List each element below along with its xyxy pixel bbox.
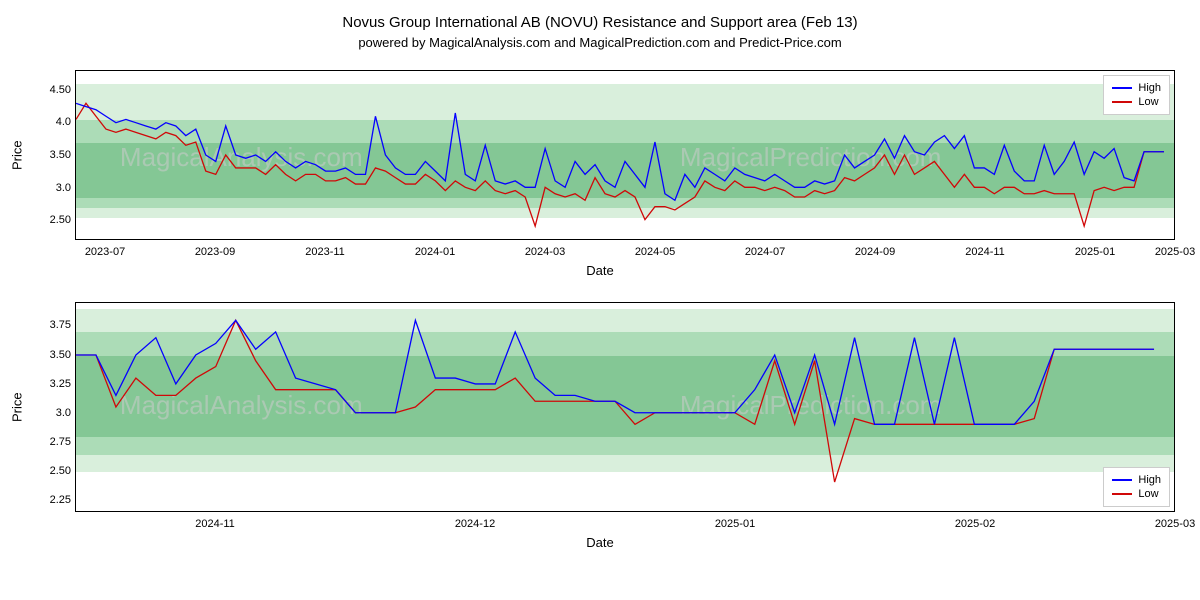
legend-label-high: High: [1138, 474, 1161, 486]
bottom-legend: High Low: [1103, 467, 1170, 507]
x-tick: 2023-11: [305, 246, 345, 258]
y-tick: 2.25: [45, 494, 71, 506]
x-tick: 2023-09: [195, 246, 235, 258]
bottom-chart: Price 2.252.502.753.03.253.503.75 2024-1…: [15, 292, 1185, 552]
legend-label-low: Low: [1138, 96, 1158, 108]
x-tick: 2025-02: [955, 518, 995, 530]
x-tick: 2024-03: [525, 246, 565, 258]
x-tick: 2025-01: [1075, 246, 1115, 258]
y-tick: 3.50: [45, 149, 71, 161]
bottom-x-axis-label: Date: [15, 535, 1185, 550]
x-tick: 2024-12: [455, 518, 495, 530]
x-tick: 2024-11: [965, 246, 1005, 258]
legend-swatch-high: [1112, 87, 1132, 89]
y-tick: 2.50: [45, 465, 71, 477]
top-x-axis-label: Date: [15, 263, 1185, 278]
y-tick: 2.75: [45, 436, 71, 448]
x-tick: 2025-03: [1155, 518, 1195, 530]
legend-swatch-low: [1112, 493, 1132, 495]
bottom-y-axis-label: Price: [10, 392, 25, 422]
x-tick: 2024-09: [855, 246, 895, 258]
x-tick: 2025-03: [1155, 246, 1195, 258]
y-tick: 3.75: [45, 319, 71, 331]
y-tick: 2.50: [45, 214, 71, 226]
x-tick: 2025-01: [715, 518, 755, 530]
y-tick: 4.0: [45, 116, 71, 128]
legend-label-low: Low: [1138, 488, 1158, 500]
x-tick: 2024-05: [635, 246, 675, 258]
chart-title: Novus Group International AB (NOVU) Resi…: [10, 14, 1190, 31]
y-tick: 4.50: [45, 84, 71, 96]
top-plot-area: MagicalAnalysis.com MagicalPrediction.co…: [75, 70, 1175, 240]
legend-swatch-high: [1112, 479, 1132, 481]
y-tick: 3.50: [45, 349, 71, 361]
top-legend: High Low: [1103, 75, 1170, 115]
x-tick: 2024-11: [195, 518, 235, 530]
y-tick: 3.0: [45, 182, 71, 194]
legend-swatch-low: [1112, 101, 1132, 103]
y-tick: 3.25: [45, 378, 71, 390]
legend-label-high: High: [1138, 82, 1161, 94]
x-tick: 2024-07: [745, 246, 785, 258]
x-tick: 2024-01: [415, 246, 455, 258]
x-tick: 2023-07: [85, 246, 125, 258]
top-y-axis-label: Price: [10, 140, 25, 170]
top-chart: Price 2.503.03.504.04.50 2023-072023-092…: [15, 60, 1185, 280]
chart-subtitle: powered by MagicalAnalysis.com and Magic…: [10, 35, 1190, 50]
y-tick: 3.0: [45, 407, 71, 419]
bottom-plot-area: MagicalAnalysis.com MagicalPrediction.co…: [75, 302, 1175, 512]
